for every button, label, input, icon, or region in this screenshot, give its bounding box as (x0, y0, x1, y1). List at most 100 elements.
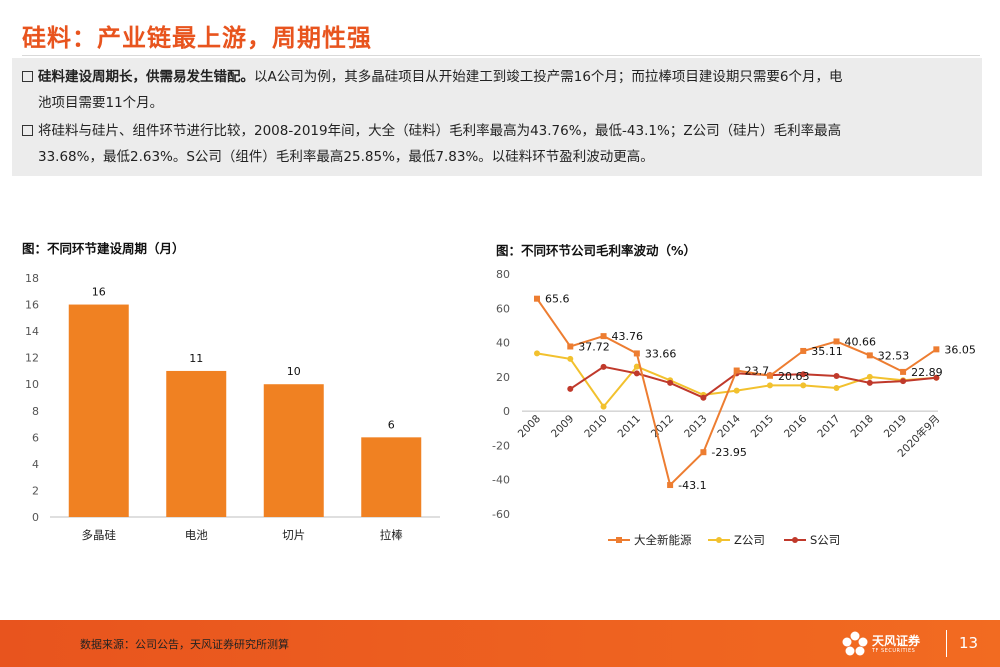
x-tick-label: 电池 (185, 528, 208, 542)
data-point (866, 352, 873, 359)
data-point (933, 374, 940, 381)
data-label: -23.95 (711, 446, 746, 459)
legend-label: 大全新能源 (634, 533, 692, 547)
x-tick-label: 2014 (715, 413, 743, 441)
data-label: -43.1 (678, 479, 706, 492)
legend-label: S公司 (810, 533, 840, 547)
brand-name: 天风证券 (872, 634, 921, 648)
data-point (866, 373, 873, 380)
y-tick-label: 8 (32, 405, 39, 418)
data-label: 23.7 (745, 365, 770, 378)
data-label: 36.05 (944, 343, 976, 356)
data-point (833, 338, 840, 345)
data-label: 65.6 (545, 293, 570, 306)
data-point (534, 350, 540, 357)
x-tick-label: 切片 (282, 528, 305, 542)
bar-data-label: 6 (388, 418, 395, 431)
y-tick-label: 60 (496, 302, 510, 315)
series-line-1 (536, 352, 937, 409)
summary-box: 硅料建设周期长，供需易发生错配。以A公司为例，其多晶硅项目从开始建工到竣工投产需… (12, 58, 982, 176)
bullet-1-continuation: 池项目需要11个月。 (38, 95, 164, 111)
slide-title: 硅料：产业链最上游，周期性强 (22, 24, 372, 52)
data-point (766, 372, 773, 379)
legend-marker (616, 537, 622, 543)
brand-logo: 天风证券 TF SECURITIES (842, 628, 938, 660)
flower-logo-icon (842, 631, 868, 656)
data-point (667, 482, 674, 489)
data-point (833, 373, 840, 379)
y-tick-label: 4 (32, 458, 39, 471)
x-tick-label: 多晶硅 (82, 528, 117, 542)
data-point (567, 385, 574, 392)
square-bullet-icon (22, 71, 33, 82)
data-point (600, 403, 607, 410)
x-tick-label: 2019 (882, 413, 909, 440)
footer-source: 数据来源：公司公告，天风证券研究所测算 (80, 638, 289, 651)
data-point (534, 295, 540, 302)
data-point (900, 368, 907, 375)
series-line-2 (569, 365, 937, 399)
bullet-2: 将硅料与硅片、组件环节进行比较，2008-2019年间，大全（硅料）毛利率最高为… (22, 118, 977, 170)
bar-chart-title: 图：不同环节建设周期（月） (22, 241, 185, 256)
bar (68, 304, 129, 517)
y-tick-label: 40 (496, 337, 510, 350)
legend-marker (792, 537, 798, 543)
data-label: 37.72 (578, 340, 610, 353)
footer-divider (946, 630, 947, 657)
brand-subtitle: TF SECURITIES (872, 648, 916, 654)
bullet-2-text: 将硅料与硅片、组件环节进行比较，2008-2019年间，大全（硅料）毛利率最高为… (38, 123, 842, 139)
data-point (800, 347, 807, 354)
data-point (633, 363, 640, 370)
data-label: 35.11 (811, 345, 843, 358)
data-point (600, 363, 607, 370)
y-tick-label: 2 (32, 484, 39, 497)
x-tick-label: 2008 (516, 413, 543, 440)
x-tick-label: 2015 (749, 413, 776, 440)
data-point (733, 387, 740, 394)
y-tick-label: 20 (496, 371, 510, 384)
footer-bar: 数据来源：公司公告，天风证券研究所测算 天风证券 TF SECURITIES 1… (0, 620, 1000, 667)
page-number: 13 (959, 634, 979, 652)
y-tick-label: -40 (492, 474, 510, 487)
x-tick-label: 2011 (616, 413, 643, 440)
data-point (933, 346, 940, 353)
y-tick-label: 14 (25, 325, 39, 338)
data-point (700, 449, 707, 456)
y-tick-label: 12 (25, 352, 39, 365)
bar (263, 384, 324, 517)
y-tick-label: 0 (32, 511, 39, 524)
data-label: 33.66 (645, 347, 677, 360)
y-tick-label: -20 (492, 439, 510, 452)
data-point (833, 385, 840, 391)
data-point (600, 333, 607, 340)
data-label: 32.53 (878, 349, 910, 362)
y-tick-label: 0 (503, 405, 510, 418)
data-point (866, 379, 873, 386)
bar (361, 437, 422, 517)
data-point (633, 370, 640, 377)
x-tick-label: 拉棒 (380, 528, 403, 542)
y-tick-label: 16 (25, 299, 39, 312)
bullet-1: 硅料建设周期长，供需易发生错配。以A公司为例，其多晶硅项目从开始建工到竣工投产需… (22, 64, 972, 116)
data-point (667, 379, 674, 386)
bar-data-label: 10 (287, 365, 301, 378)
data-point (733, 367, 740, 374)
line-chart-title: 图：不同环节公司毛利率波动（%） (496, 243, 697, 258)
x-tick-label: 2017 (815, 413, 842, 440)
y-tick-label: 18 (25, 272, 39, 285)
bar-data-label: 11 (189, 352, 203, 365)
bullet-1-text: 以A公司为例，其多晶硅项目从开始建工到竣工投产需16个月；而拉棒项目建设期只需要… (254, 69, 843, 85)
data-point (766, 382, 773, 389)
legend-label: Z公司 (734, 533, 765, 547)
x-tick-label: 2013 (682, 413, 709, 440)
title-divider (22, 55, 980, 56)
data-label: 22.89 (911, 366, 943, 379)
y-tick-label: 80 (496, 268, 510, 281)
data-point (633, 350, 640, 357)
x-tick-label: 2009 (549, 413, 576, 440)
bullet-2-continuation: 33.68%，最低2.63%。S公司（组件）毛利率最高25.85%，最低7.83… (38, 149, 654, 165)
data-label: 40.66 (845, 335, 877, 348)
bullet-1-bold: 硅料建设周期长，供需易发生错配。 (38, 69, 254, 85)
bar (166, 370, 227, 517)
